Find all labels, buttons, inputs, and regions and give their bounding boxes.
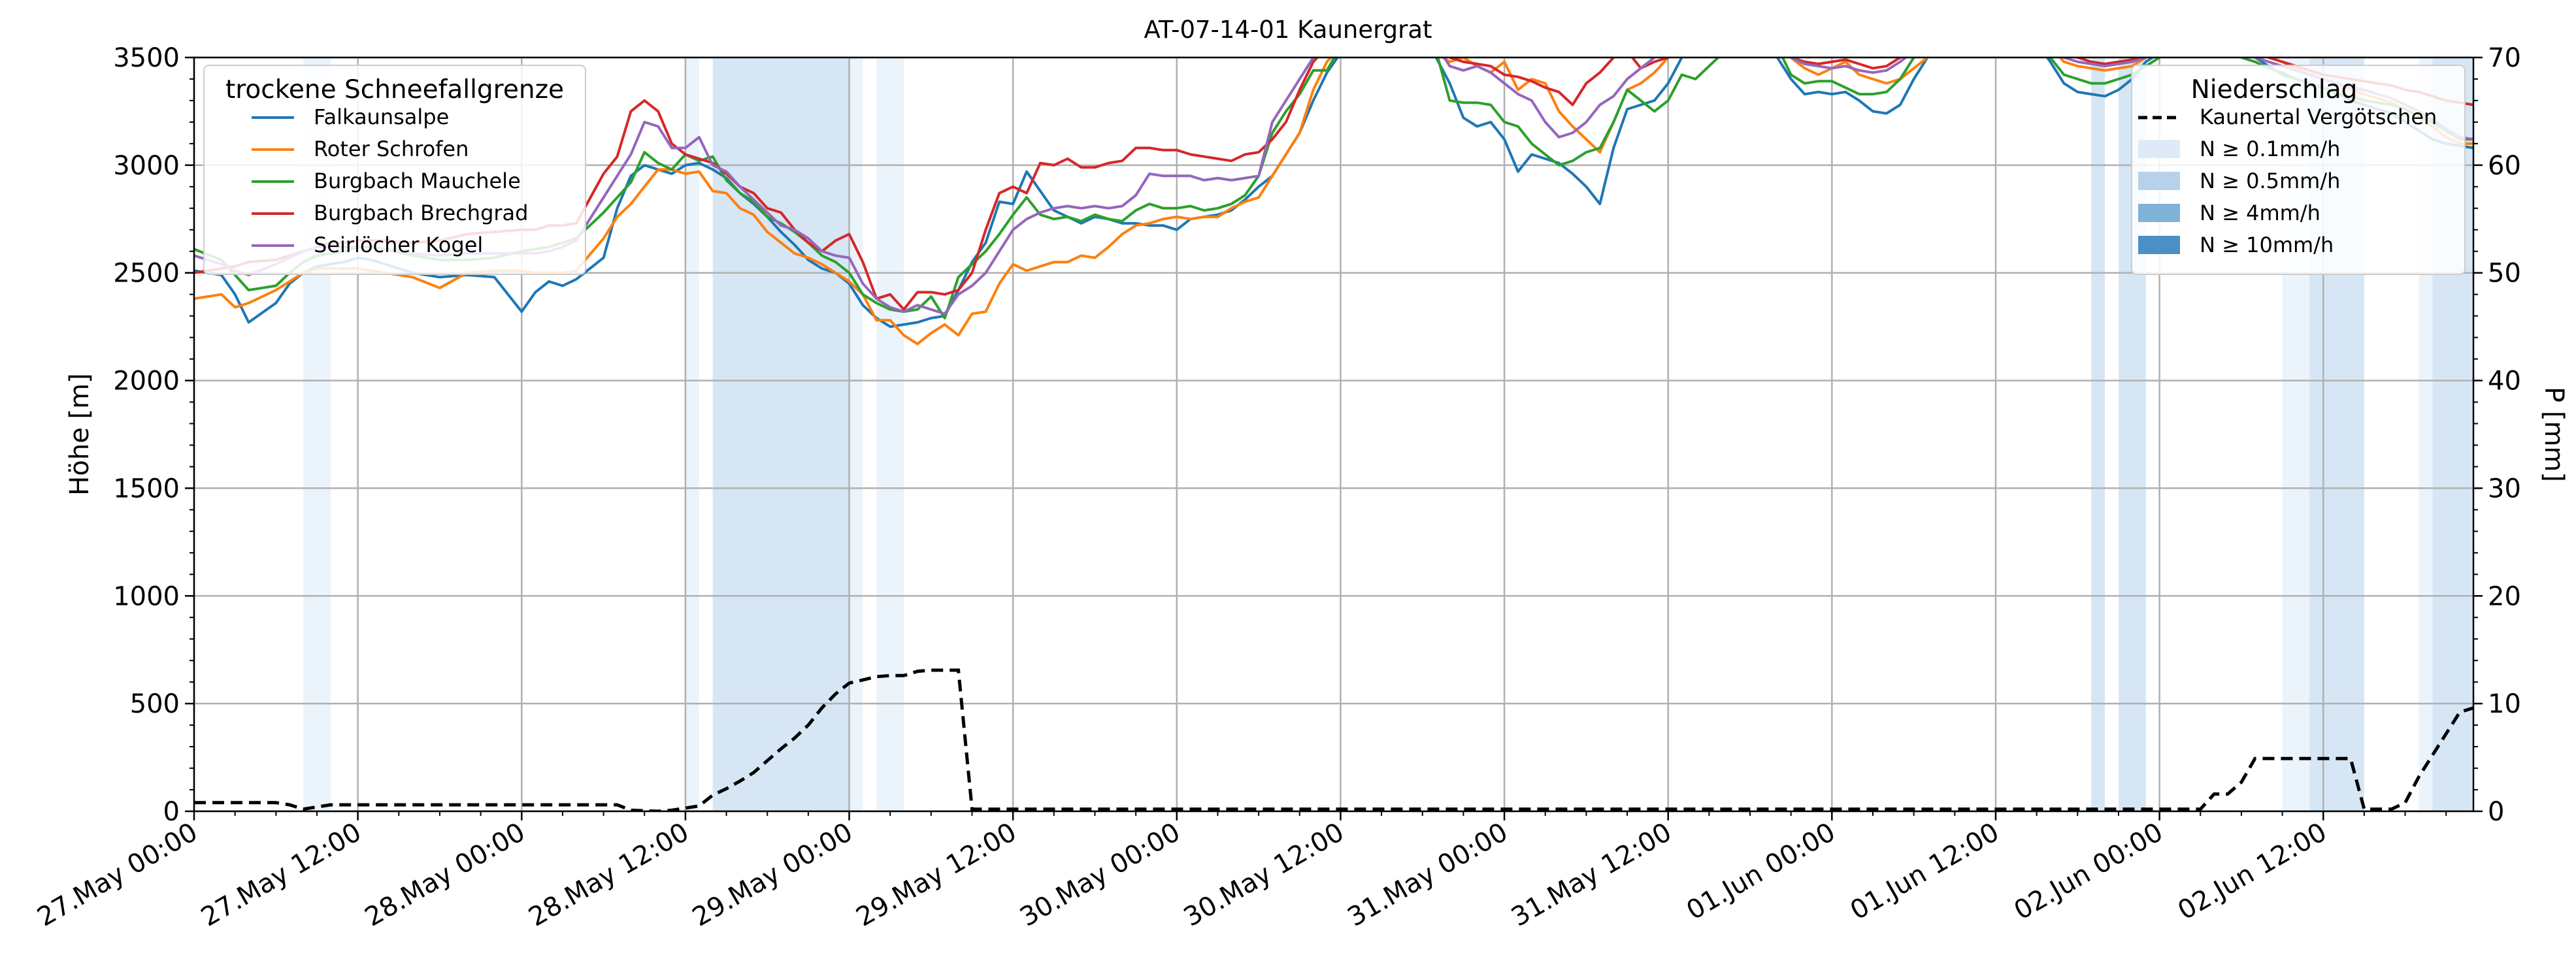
y-tick-label-left: 500 — [130, 689, 180, 719]
legend-right: Niederschlag Kaunertal Vergötschen N ≥ 0.… — [2131, 65, 2466, 275]
y-tick-label-right: 50 — [2488, 259, 2521, 289]
y-tick-label-right: 0 — [2488, 797, 2504, 827]
y-tick-label-right: 10 — [2488, 689, 2521, 719]
legend-left-title: trockene Schneefallgrenze — [225, 75, 564, 105]
legend-right-label: Kaunertal Vergötschen — [2200, 105, 2437, 129]
precip-layer — [194, 668, 2473, 811]
legend-left-label: Burgbach Mauchele — [314, 169, 521, 193]
legend-left-label: Burgbach Brechgrad — [314, 201, 528, 225]
legend-left-box — [203, 65, 586, 275]
series-line-4 — [194, 57, 2473, 311]
y-tick-label-right: 30 — [2488, 474, 2521, 504]
legend-right-swatch — [2138, 204, 2180, 222]
y-tick-label-left: 3000 — [113, 151, 180, 181]
series-layer — [194, 57, 2473, 346]
legend-right-label: N ≥ 0.5mm/h — [2200, 169, 2340, 193]
legend-left-label: Falkaunsalpe — [314, 105, 449, 129]
y-tick-label-left: 0 — [163, 797, 180, 827]
y-tick-label-left: 1000 — [113, 581, 180, 611]
y-tick-label-right: 20 — [2488, 581, 2521, 611]
y-tick-label-right: 40 — [2488, 366, 2521, 396]
y-tick-label-left: 3500 — [113, 43, 180, 73]
series-line-2 — [194, 57, 2473, 346]
legend-right-swatch — [2138, 172, 2180, 190]
legend-left-label: Seirlöcher Kogel — [314, 233, 483, 257]
legend-right-label: N ≥ 10mm/h — [2200, 233, 2334, 257]
legend-right-title: Niederschlag — [2191, 75, 2358, 105]
y-tick-label-left: 1500 — [113, 474, 180, 504]
precip-band — [685, 57, 699, 811]
legend-left: trockene Schneefallgrenze Falkaunsalpe Ro… — [203, 65, 586, 275]
legend-right-label: N ≥ 0.1mm/h — [2200, 137, 2340, 161]
legend-right-swatch — [2138, 236, 2180, 254]
precip-band — [876, 57, 904, 811]
plot-frame — [193, 56, 2475, 813]
y-tick-label-left: 2000 — [113, 366, 180, 396]
legend-right-box — [2131, 65, 2466, 275]
y-tick-label-right: 70 — [2488, 43, 2521, 73]
y-tick-label-left: 2500 — [113, 259, 180, 289]
legend-right-items: Kaunertal Vergötschen N ≥ 0.1mm/h N ≥ 0.5m… — [2138, 105, 2437, 257]
legend-right-swatch — [2138, 140, 2180, 158]
y-axis-label-right: P [mm] — [2539, 387, 2569, 482]
precip-band — [712, 57, 850, 811]
legend-left-items: Falkaunsalpe Roter Schrofen Burgbach Mauch… — [252, 105, 528, 257]
precip-line — [194, 668, 2473, 811]
precip-band — [2091, 57, 2105, 811]
legend-left-label: Roter Schrofen — [314, 137, 469, 161]
legend-right-label: N ≥ 4mm/h — [2200, 201, 2320, 225]
y-tick-label-right: 60 — [2488, 151, 2521, 181]
series-line-1 — [194, 57, 2473, 329]
y-axis-label-left: Höhe [m] — [65, 373, 95, 495]
precip-band — [849, 57, 863, 811]
chart-title: AT-07-14-01 Kaunergrat — [1144, 16, 1432, 44]
series-line-3 — [194, 57, 2473, 319]
series-line-5 — [194, 57, 2473, 315]
